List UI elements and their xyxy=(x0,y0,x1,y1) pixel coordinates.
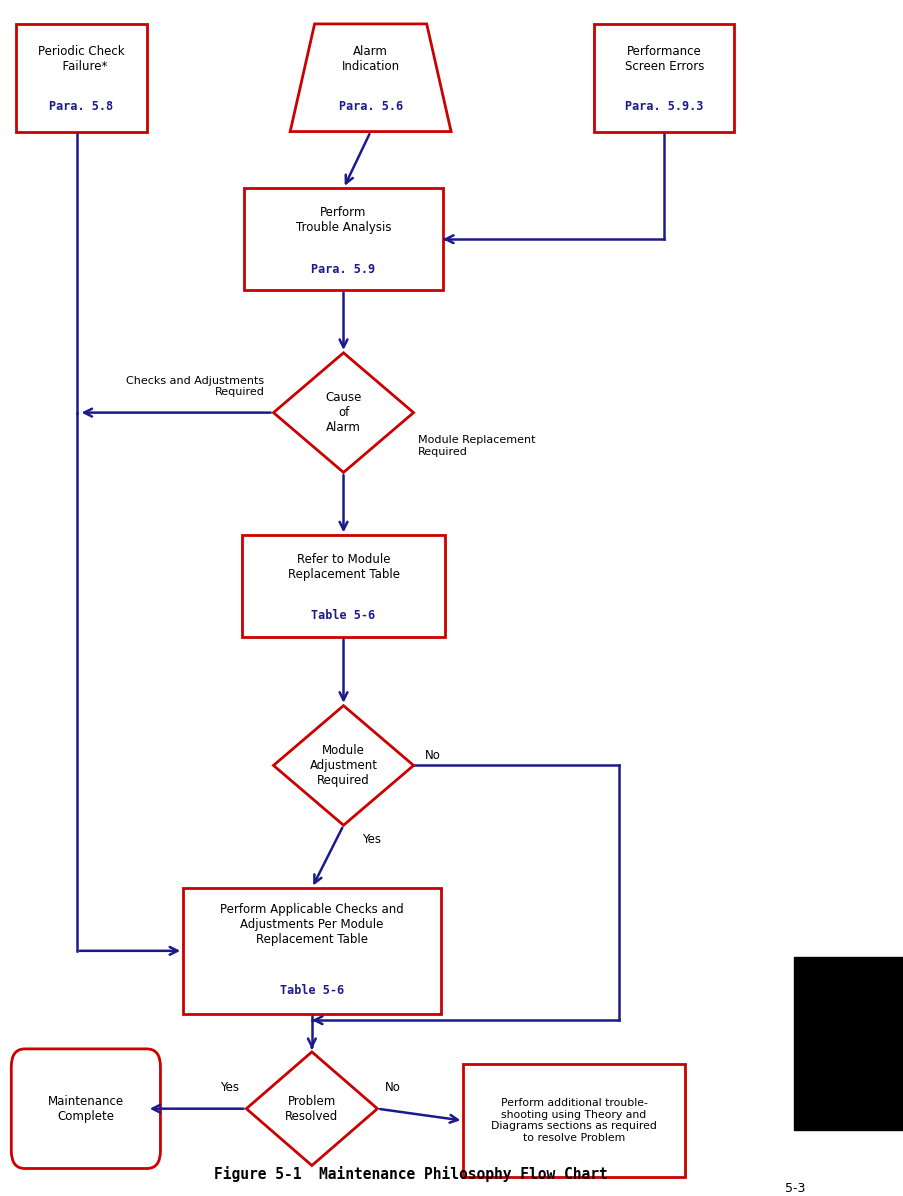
Polygon shape xyxy=(274,706,414,825)
Text: Alarm
Indication: Alarm Indication xyxy=(341,44,399,73)
FancyBboxPatch shape xyxy=(182,887,440,1014)
Text: No: No xyxy=(424,750,440,762)
Text: Problem
Resolved: Problem Resolved xyxy=(285,1094,338,1123)
Text: Para. 5.8: Para. 5.8 xyxy=(50,100,113,112)
Polygon shape xyxy=(274,353,414,472)
Text: Table 5-6: Table 5-6 xyxy=(312,610,375,622)
Text: Para. 5.6: Para. 5.6 xyxy=(339,100,402,112)
Text: Performance
Screen Errors: Performance Screen Errors xyxy=(624,44,703,73)
Text: Module Replacement
Required: Module Replacement Required xyxy=(417,435,535,457)
Text: Yes: Yes xyxy=(219,1081,238,1093)
Text: Table 5-6: Table 5-6 xyxy=(280,984,343,996)
Text: Para. 5.9: Para. 5.9 xyxy=(312,263,375,275)
Text: Maintenance
Complete: Maintenance Complete xyxy=(48,1094,124,1123)
Text: Yes: Yes xyxy=(361,834,380,846)
Text: Checks and Adjustments
Required: Checks and Adjustments Required xyxy=(126,376,264,397)
Polygon shape xyxy=(246,1052,377,1165)
Text: Perform additional trouble-
shooting using Theory and
Diagrams sections as requi: Perform additional trouble- shooting usi… xyxy=(490,1098,656,1143)
FancyBboxPatch shape xyxy=(244,188,442,289)
Text: Periodic Check
  Failure*: Periodic Check Failure* xyxy=(38,44,125,73)
FancyBboxPatch shape xyxy=(16,24,146,132)
Text: Para. 5.9.3: Para. 5.9.3 xyxy=(625,100,703,112)
Text: 5-3: 5-3 xyxy=(785,1183,805,1195)
Polygon shape xyxy=(290,24,451,132)
FancyBboxPatch shape xyxy=(793,957,903,1130)
Text: Module
Adjustment
Required: Module Adjustment Required xyxy=(309,744,377,787)
FancyBboxPatch shape xyxy=(11,1049,161,1168)
FancyBboxPatch shape xyxy=(462,1064,684,1177)
Text: Figure 5-1  Maintenance Philosophy Flow Chart: Figure 5-1 Maintenance Philosophy Flow C… xyxy=(214,1166,608,1183)
Text: Cause
of
Alarm: Cause of Alarm xyxy=(325,391,361,434)
Text: Perform Applicable Checks and
Adjustments Per Module
Replacement Table: Perform Applicable Checks and Adjustment… xyxy=(219,903,404,946)
Text: No: No xyxy=(385,1081,400,1093)
FancyBboxPatch shape xyxy=(242,536,445,636)
FancyBboxPatch shape xyxy=(594,24,733,132)
Text: Refer to Module
Replacement Table: Refer to Module Replacement Table xyxy=(287,553,399,581)
Text: Perform
Trouble Analysis: Perform Trouble Analysis xyxy=(295,206,391,234)
